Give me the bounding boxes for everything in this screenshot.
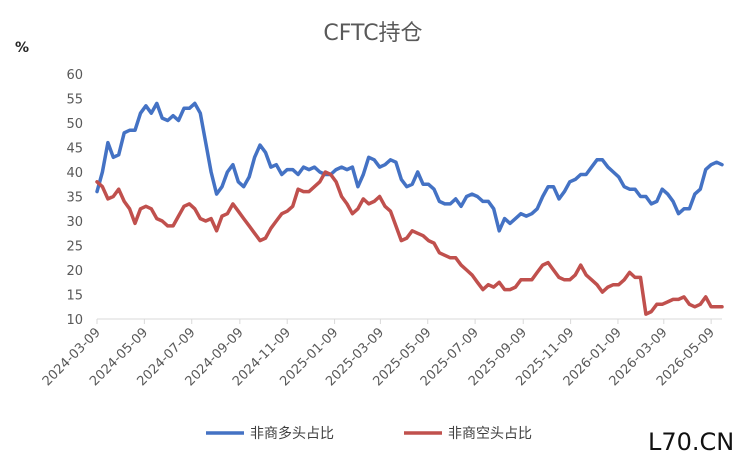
- x-axis-ticks: 2024-03-092024-05-092024-07-092024-09-09…: [40, 319, 718, 389]
- chart-title: CFTC持仓: [323, 21, 422, 46]
- y-tick-label: 15: [66, 289, 83, 304]
- y-tick-label: 50: [66, 117, 83, 132]
- y-tick-label: 25: [66, 240, 83, 255]
- y-tick-label: 20: [66, 264, 83, 279]
- watermark-logo: L70.CN: [648, 428, 735, 456]
- y-tick-label: 35: [66, 191, 83, 206]
- y-tick-label: 40: [66, 166, 83, 181]
- legend: 非商多头占比 非商空头占比: [206, 425, 532, 442]
- y-tick-label: 60: [66, 68, 83, 83]
- y-tick-label: 10: [66, 313, 83, 328]
- y-axis-ticks: 10 15 20 25 30 35 40 45 50 55 60: [66, 68, 83, 328]
- y-tick-label: 30: [66, 215, 83, 230]
- series-line-short: [95, 170, 724, 316]
- y-tick-label: 45: [66, 142, 83, 157]
- y-tick-label: 55: [66, 93, 83, 108]
- series-line-long: [95, 101, 724, 233]
- y-axis-unit: %: [15, 40, 29, 56]
- legend-label-long: 非商多头占比: [250, 425, 334, 442]
- series-lines: [95, 101, 724, 316]
- legend-label-short: 非商空头占比: [448, 426, 532, 442]
